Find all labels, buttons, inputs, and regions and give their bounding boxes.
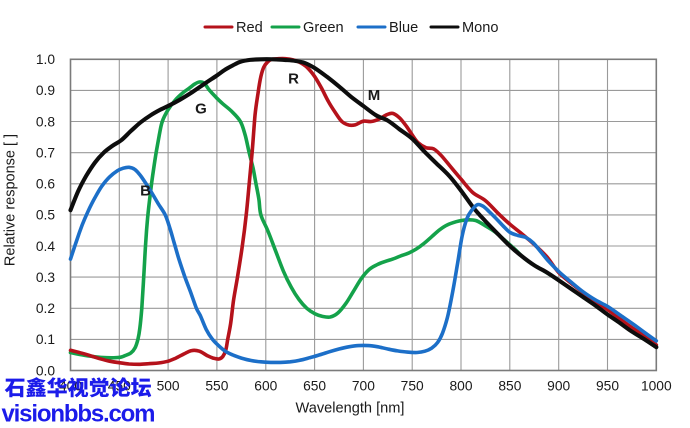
svg-text:800: 800 bbox=[449, 379, 472, 394]
svg-text:Blue: Blue bbox=[389, 20, 418, 36]
svg-text:visionbbs.com: visionbbs.com bbox=[2, 401, 156, 428]
svg-text:0.7: 0.7 bbox=[36, 146, 55, 161]
svg-text:0.1: 0.1 bbox=[36, 332, 55, 347]
svg-text:0.5: 0.5 bbox=[36, 208, 56, 223]
svg-text:Mono: Mono bbox=[462, 20, 499, 36]
svg-text:1.0: 1.0 bbox=[36, 52, 56, 67]
svg-text:0.3: 0.3 bbox=[36, 270, 56, 285]
svg-text:500: 500 bbox=[157, 379, 180, 394]
svg-text:0.2: 0.2 bbox=[36, 301, 55, 316]
svg-text:1000: 1000 bbox=[641, 379, 672, 394]
svg-text:M: M bbox=[368, 87, 381, 104]
svg-text:550: 550 bbox=[205, 379, 228, 394]
svg-text:Red: Red bbox=[236, 20, 263, 36]
svg-text:750: 750 bbox=[401, 379, 424, 394]
svg-text:0.0: 0.0 bbox=[36, 363, 56, 378]
svg-text:0.8: 0.8 bbox=[36, 114, 56, 129]
svg-text:900: 900 bbox=[547, 379, 570, 394]
svg-text:R: R bbox=[288, 71, 299, 88]
svg-text:Wavelength [nm]: Wavelength [nm] bbox=[296, 401, 405, 417]
svg-text:950: 950 bbox=[596, 379, 619, 394]
svg-text:0.9: 0.9 bbox=[36, 83, 56, 98]
svg-text:Green: Green bbox=[303, 20, 344, 36]
svg-text:B: B bbox=[140, 183, 151, 200]
svg-text:700: 700 bbox=[352, 379, 375, 394]
svg-text:G: G bbox=[195, 101, 207, 118]
svg-text:850: 850 bbox=[498, 379, 521, 394]
svg-text:650: 650 bbox=[303, 379, 326, 394]
svg-text:0.6: 0.6 bbox=[36, 177, 56, 192]
svg-text:600: 600 bbox=[254, 379, 277, 394]
svg-text:Relative response [ ]: Relative response [ ] bbox=[3, 134, 19, 266]
svg-text:0.4: 0.4 bbox=[36, 239, 56, 254]
